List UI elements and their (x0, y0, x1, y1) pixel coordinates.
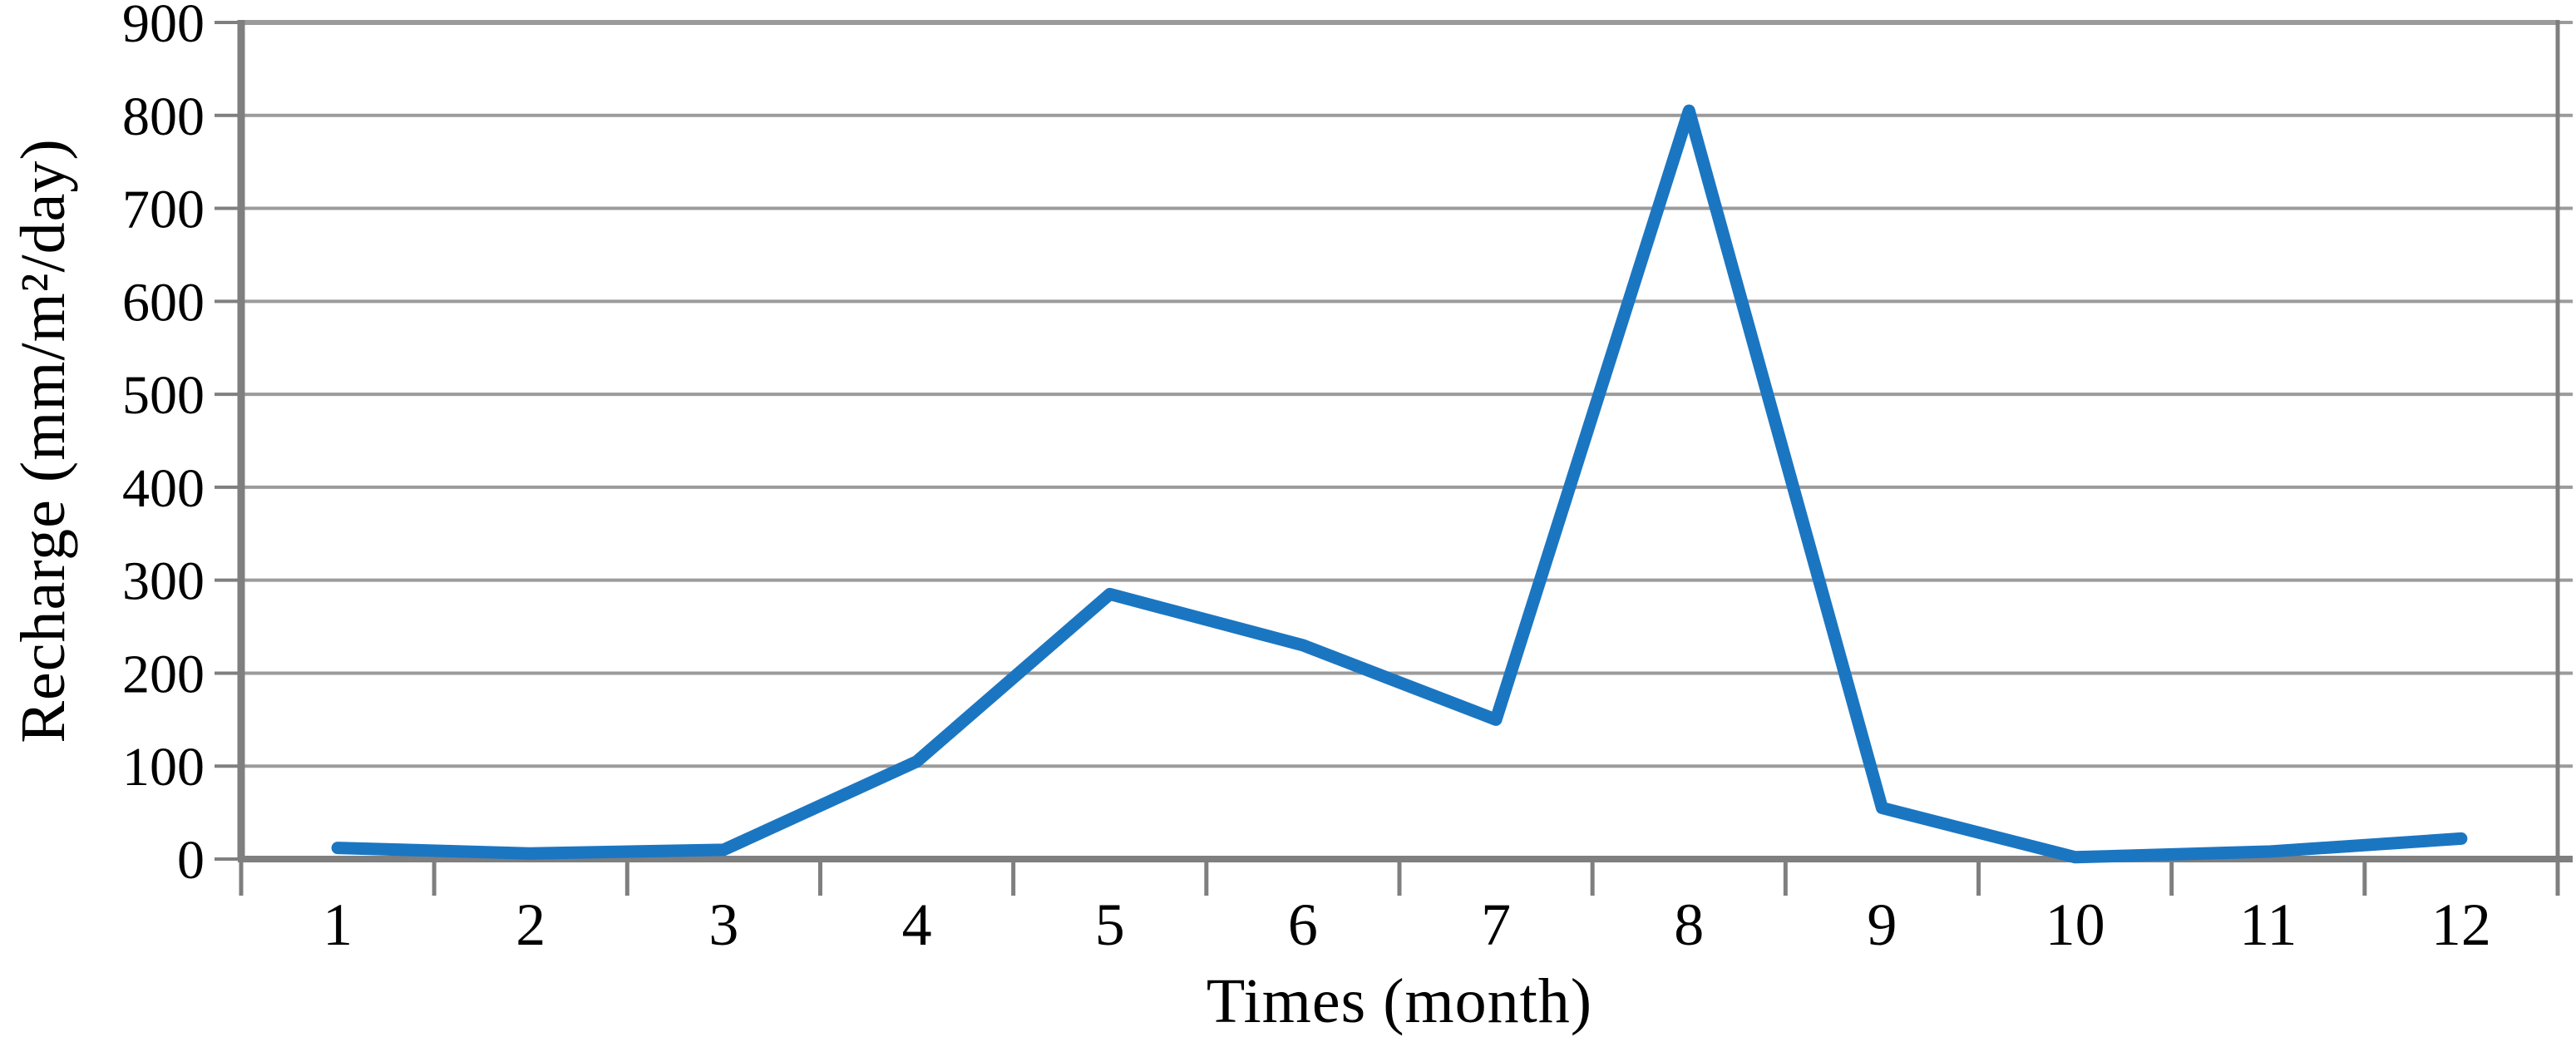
y-tick-label: 100 (122, 737, 205, 798)
y-tick-label: 700 (122, 180, 205, 240)
x-tick-label: 10 (2046, 891, 2105, 958)
y-axis-title: Recharge (mm/m²/day) (8, 138, 78, 743)
x-tick-label: 11 (2239, 891, 2297, 958)
y-tick-label: 300 (122, 551, 205, 612)
x-tick-label: 12 (2431, 891, 2491, 958)
x-tick-label: 4 (902, 891, 932, 958)
x-tick-label: 9 (1867, 891, 1897, 958)
gridlines-layer (241, 20, 2558, 768)
y-tick-label: 900 (122, 0, 205, 54)
x-tick-label: 2 (516, 891, 545, 958)
axes-layer (237, 20, 2573, 862)
x-tick-label: 5 (1095, 891, 1125, 958)
recharge-line-series (331, 104, 2468, 864)
y-tick-label: 600 (122, 272, 205, 333)
x-tick-label: 7 (1481, 891, 1511, 958)
x-tick-label: 6 (1288, 891, 1318, 958)
y-tick-label: 0 (177, 830, 205, 891)
x-tick-label: 1 (323, 891, 353, 958)
y-tick-label: 500 (122, 365, 205, 426)
series-layer (331, 104, 2468, 864)
x-tick-label: 8 (1674, 891, 1704, 958)
ticks-layer (215, 21, 2573, 896)
y-tick-label: 400 (122, 458, 205, 519)
x-tick-label: 3 (708, 891, 738, 958)
y-tick-label: 200 (122, 644, 205, 704)
y-tick-label: 800 (122, 86, 205, 147)
x-axis-title: Times (month) (1206, 966, 1593, 1036)
